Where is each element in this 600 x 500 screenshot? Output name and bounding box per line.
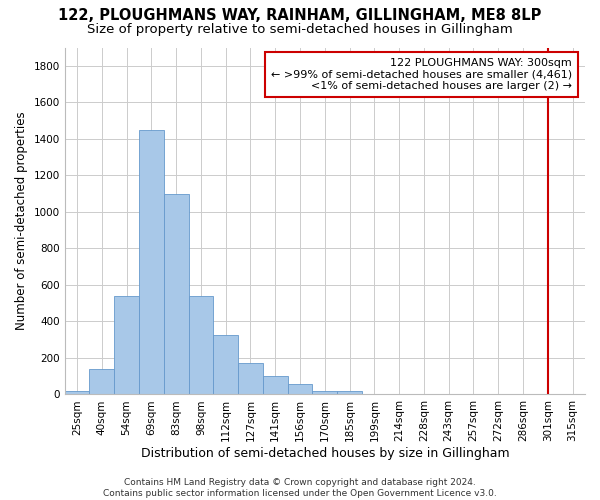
Bar xyxy=(214,335,238,394)
Bar xyxy=(139,130,164,394)
X-axis label: Distribution of semi-detached houses by size in Gillingham: Distribution of semi-detached houses by … xyxy=(140,447,509,460)
Text: Contains HM Land Registry data © Crown copyright and database right 2024.
Contai: Contains HM Land Registry data © Crown c… xyxy=(103,478,497,498)
Text: 122 PLOUGHMANS WAY: 300sqm
← >99% of semi-detached houses are smaller (4,461)
<1: 122 PLOUGHMANS WAY: 300sqm ← >99% of sem… xyxy=(271,58,572,91)
Bar xyxy=(89,369,114,394)
Text: Size of property relative to semi-detached houses in Gillingham: Size of property relative to semi-detach… xyxy=(87,22,513,36)
Bar xyxy=(65,391,89,394)
Bar xyxy=(313,391,337,394)
Bar xyxy=(188,296,214,394)
Bar xyxy=(287,384,313,394)
Bar xyxy=(238,362,263,394)
Y-axis label: Number of semi-detached properties: Number of semi-detached properties xyxy=(15,112,28,330)
Bar xyxy=(263,376,287,394)
Bar xyxy=(164,194,188,394)
Bar xyxy=(114,296,139,394)
Text: 122, PLOUGHMANS WAY, RAINHAM, GILLINGHAM, ME8 8LP: 122, PLOUGHMANS WAY, RAINHAM, GILLINGHAM… xyxy=(58,8,542,22)
Bar xyxy=(337,391,362,394)
